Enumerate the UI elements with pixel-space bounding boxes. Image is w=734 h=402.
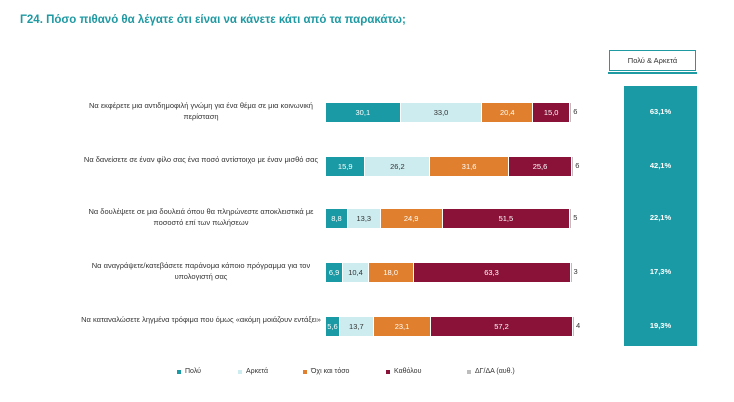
row-label: Να αναγράψετε/κατεβάσετε παράνομα κάποιο… [91,261,311,281]
legend-item: Όχι και τόσο [303,368,349,375]
bar-segment: 26,2 [365,156,431,176]
bar-segment: 51,5 [442,208,571,228]
row-label: Να δανείσετε σε έναν φίλο σας ένα ποσό α… [83,155,319,164]
bar-segment: 13,7 [339,316,374,336]
bar-segment: 18,0 [368,262,414,282]
dk-value-label: 6 [575,161,580,170]
summary-value: 42,1% [649,161,672,170]
chart-title: Γ24. Πόσο πιθανό θα λέγατε ότι είναι να … [20,14,406,26]
row-label: Να εκφέρετε μια αντιδημοφιλή γνώμη για έ… [89,101,313,121]
bar-segment: 57,2 [431,316,573,336]
dk-value-label: 6 [573,107,578,116]
summary-value: 19,3% [649,321,672,330]
legend-item: ΔΓ/ΔΑ (αυθ.) [467,368,515,375]
bar-segment [572,156,575,176]
bar-segment [570,208,573,228]
legend-label: Καθόλου [394,368,422,375]
bar-segment: 63,3 [413,262,571,282]
summary-value: 22,1% [649,213,672,222]
legend-swatch [386,369,390,374]
dk-value-label: 5 [573,213,578,222]
bar-segment: 30,1 [326,102,401,122]
bar-segment: 20,4 [482,102,534,122]
legend-swatch [238,369,242,374]
summary-header: Πολύ & Αρκετά [608,50,697,74]
legend-item: Καθόλου [386,368,421,375]
bar-segment: 15,9 [326,156,366,176]
bar-segment: 24,9 [380,208,443,228]
bar-segment: 13,3 [347,208,381,228]
bar-segment: 33,0 [400,102,483,122]
legend-label: Όχι και τόσο [311,368,350,375]
dk-value-label: 3 [573,267,578,276]
row-label: Να καταναλώσετε ληγμένα τρόφιμα που όμως… [81,315,321,324]
legend-swatch [177,369,181,374]
bar-segment: 6,9 [326,262,344,282]
bar-segment: 23,1 [373,316,432,336]
summary-value: 63,1% [649,107,672,116]
legend-swatch [467,369,471,374]
bar-segment [570,102,573,122]
bar-segment: 5,6 [326,316,340,336]
legend-swatch [303,369,307,374]
dk-value-label: 4 [576,321,581,330]
bar-segment: 25,6 [508,156,573,176]
bar-segment: 15,0 [533,102,571,122]
summary-value: 17,3% [649,267,672,276]
bar-segment [570,262,573,282]
bar-segment: 10,4 [343,262,369,282]
bar-segment: 31,6 [430,156,509,176]
legend-label: Πολύ [185,368,201,375]
row-label: Να δουλέψετε σε μια δουλειά όπου θα πληρ… [88,207,314,227]
bar-segment [573,316,575,336]
legend-label: ΔΓ/ΔΑ (αυθ.) [475,368,515,375]
summary-column: 63,1% 42,1% 22,1% 17,3% 19,3% [624,86,697,346]
legend: Πολύ Αρκετά Όχι και τόσο Καθόλου ΔΓ/ΔΑ (αυθ.… [0,368,734,380]
legend-item: Πολύ [177,368,201,375]
legend-item: Αρκετά [238,368,268,375]
bar-segment: 8,8 [326,208,348,228]
legend-label: Αρκετά [246,368,268,375]
